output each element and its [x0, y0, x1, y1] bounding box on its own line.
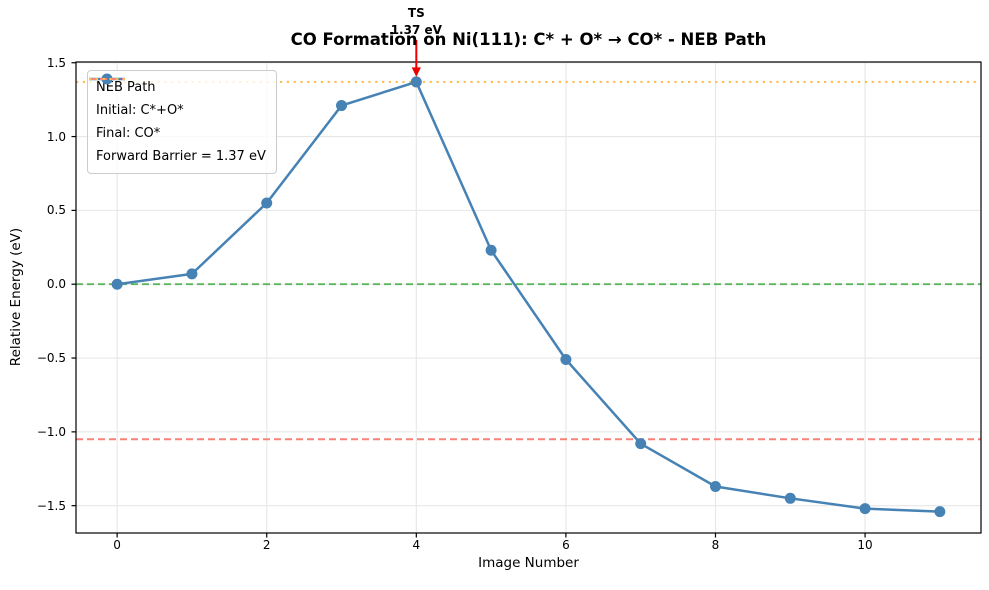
legend-item: Forward Barrier = 1.37 eV — [89, 77, 266, 168]
x-axis-label: Image Number — [478, 555, 579, 571]
data-point — [410, 76, 422, 88]
y-tick-label: −1.5 — [36, 498, 66, 513]
x-tick-label: 10 — [857, 538, 873, 552]
data-point — [261, 197, 273, 209]
legend-label: Final: CO* — [96, 126, 161, 141]
legend-item: Final: CO* — [89, 78, 266, 145]
legend-label: Forward Barrier = 1.37 eV — [96, 149, 266, 164]
y-axis-label: Relative Energy (eV) — [8, 227, 24, 367]
data-point — [859, 503, 871, 515]
data-point — [934, 506, 946, 518]
y-tick-label: −0.5 — [36, 351, 66, 366]
ts-arrow-head — [411, 67, 421, 77]
legend-sample-dotted-icon — [89, 77, 125, 81]
y-tick-label: 1.5 — [46, 55, 66, 70]
legend-label: Initial: C*+O* — [96, 103, 184, 118]
x-tick-label: 6 — [562, 538, 570, 552]
ts-annotation-value: 1.37 eV — [390, 23, 442, 37]
legend-label: NEB Path — [96, 80, 156, 95]
x-tick-label: 0 — [113, 538, 121, 552]
axes-spines — [75, 61, 982, 534]
neb-path-line — [115, 80, 942, 513]
y-tick-label: 0.0 — [46, 277, 66, 292]
y-tick-label: 0.5 — [46, 203, 66, 218]
x-tick-label: 2 — [262, 538, 271, 552]
chart-title: CO Formation on Ni(111): C* + O* → CO* -… — [290, 30, 767, 49]
data-point — [709, 480, 721, 492]
data-point — [111, 278, 123, 290]
legend: NEB Path Initial: C*+O* Final: CO* Forward … — [87, 70, 277, 174]
y-tick-label: −1.0 — [36, 424, 66, 439]
data-point — [485, 244, 497, 256]
data-point — [186, 268, 198, 280]
ts-annotation-label: TS — [407, 6, 425, 20]
x-tick-label: 4 — [412, 538, 421, 552]
data-point — [784, 492, 796, 504]
data-point — [635, 438, 647, 450]
data-point — [560, 354, 572, 366]
data-point — [336, 100, 348, 112]
x-tick-label: 8 — [711, 538, 720, 552]
legend-item: Initial: C*+O* — [89, 78, 266, 122]
legend-sample-dashed-icon — [89, 78, 125, 80]
y-tick-label: 1.0 — [46, 129, 66, 144]
